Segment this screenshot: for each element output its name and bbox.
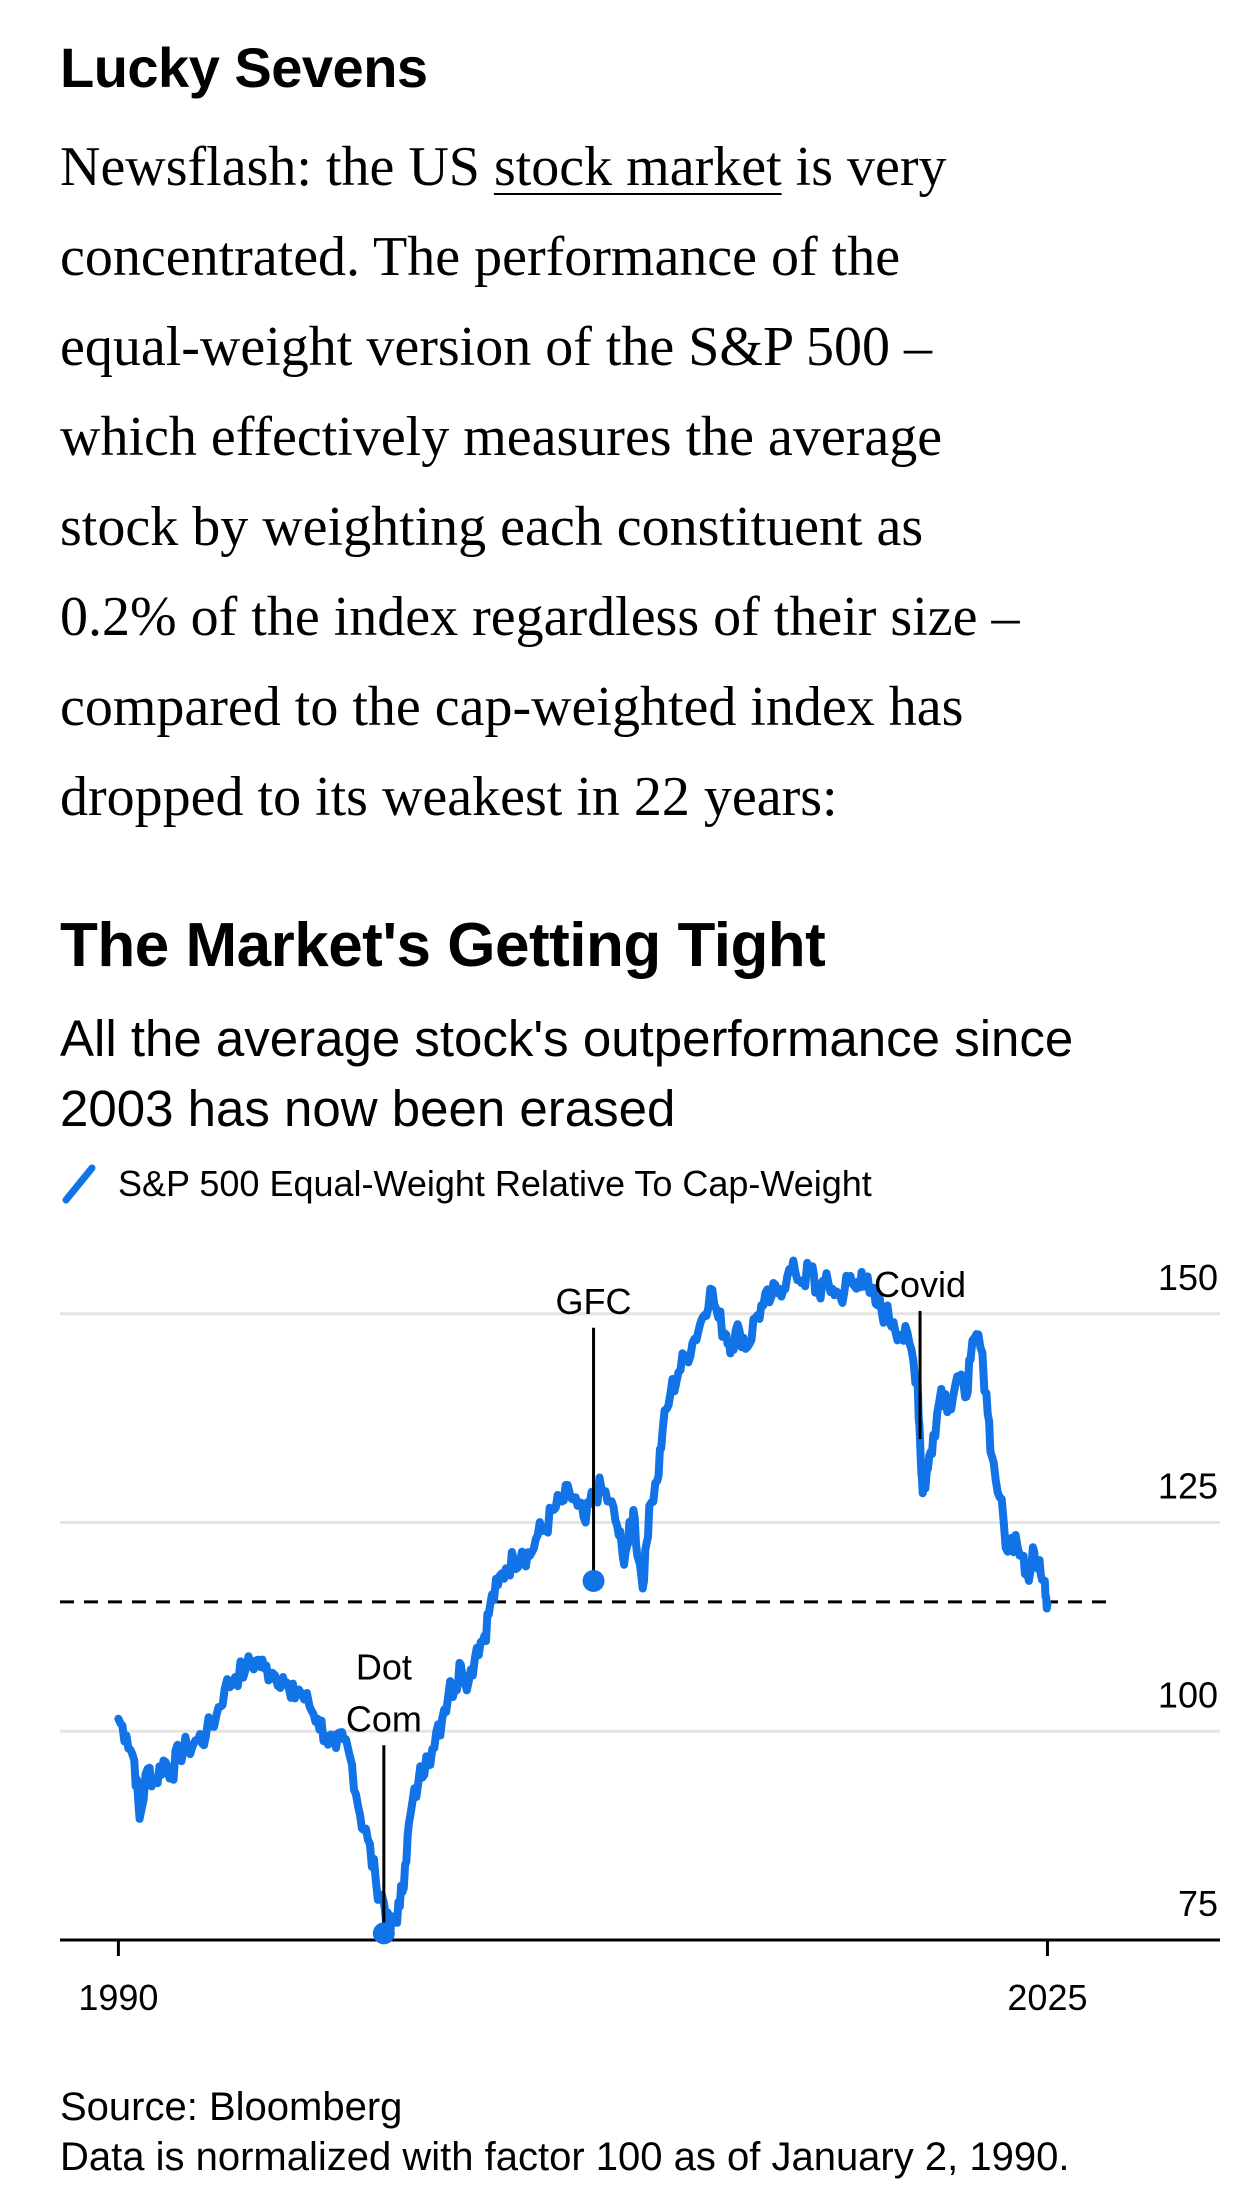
article-line: Newsflash: the US stock market is very bbox=[60, 122, 1220, 212]
x-tick-label: 2025 bbox=[1007, 1977, 1087, 2018]
article-line: stock by weighting each constituent as bbox=[60, 496, 924, 558]
stock-market-link[interactable]: stock market bbox=[493, 136, 782, 198]
legend-label: S&P 500 Equal-Weight Relative To Cap-Wei… bbox=[118, 1163, 872, 1204]
section-heading: Lucky Sevens bbox=[60, 36, 428, 99]
legend-line-swatch-icon bbox=[62, 1164, 96, 1204]
chart-title: The Market's Getting Tight bbox=[60, 911, 826, 980]
article-line: compared to the cap-weighted index has bbox=[60, 676, 964, 738]
annotation-label: GFC bbox=[556, 1281, 632, 1322]
article-line: concentrated. The performance of the bbox=[60, 226, 901, 288]
y-tick-label: 150 bbox=[1158, 1257, 1218, 1298]
article-text-segment: Newsflash: the US bbox=[60, 136, 494, 198]
article-line: which effectively measures the average bbox=[60, 406, 943, 468]
article-line: dropped to its weakest in 22 years: bbox=[60, 766, 838, 828]
article-text-segment: is very bbox=[781, 136, 947, 198]
chart-legend: S&P 500 Equal-Weight Relative To Cap-Wei… bbox=[60, 1160, 872, 1208]
source-note: Source: Bloomberg bbox=[60, 2085, 403, 2129]
y-tick-label: 100 bbox=[1158, 1674, 1218, 1715]
annotation-label: Covid bbox=[874, 1264, 966, 1305]
chart-subtitle: All the average stock's outperformance s… bbox=[60, 1010, 1074, 1137]
series-line bbox=[114, 1256, 1052, 1938]
annotation-marker bbox=[582, 1569, 605, 1592]
article-line: equal-weight version of the S&P 500 – bbox=[60, 316, 933, 378]
y-tick-label: 125 bbox=[1158, 1466, 1218, 1507]
x-tick-label: 1990 bbox=[78, 1977, 158, 2018]
article-paragraph: Newsflash: the US stock market is very c… bbox=[60, 122, 1220, 842]
article-line: 0.2% of the index regardless of their si… bbox=[60, 586, 1020, 648]
annotation-label: Dot bbox=[356, 1646, 412, 1687]
normalization-note: Data is normalized with factor 100 as of… bbox=[60, 2135, 1070, 2179]
line-chart: 75 100 125 150 1990 2025 Dot Com GFC Covid bbox=[60, 1256, 1220, 2018]
annotation-marker bbox=[372, 1922, 395, 1945]
y-tick-label: 75 bbox=[1178, 1883, 1218, 1924]
annotation-label: Com bbox=[346, 1698, 422, 1739]
